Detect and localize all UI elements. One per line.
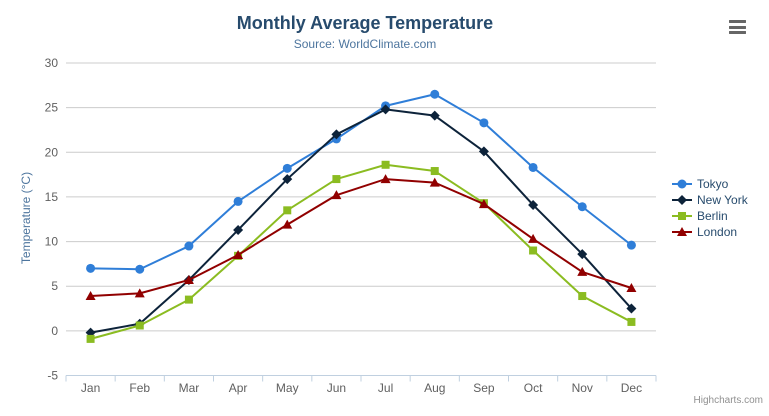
x-axis-label: Jan (81, 381, 100, 395)
data-point-tokyo-Aug[interactable] (430, 89, 440, 99)
data-point-london-May[interactable] (282, 219, 293, 229)
data-point-london-Nov[interactable] (577, 266, 588, 276)
data-point-tokyo-Sep[interactable] (479, 118, 489, 128)
data-point-berlin-May[interactable] (283, 206, 292, 215)
hamburger-menu-icon[interactable] (728, 18, 750, 36)
data-point-london-Mar[interactable] (183, 274, 194, 284)
legend-item-london[interactable]: London (671, 224, 748, 240)
legend-item-tokyo[interactable]: Tokyo (671, 176, 748, 192)
y-axis-label: 25 (45, 101, 59, 115)
data-point-new-york-Nov[interactable] (577, 249, 588, 260)
y-axis-label: 30 (45, 56, 59, 70)
data-point-new-york-Dec[interactable] (626, 303, 637, 314)
legend: Tokyo New York Berlin London (671, 176, 748, 240)
data-point-new-york-May[interactable] (282, 174, 293, 185)
legend-item-berlin[interactable]: Berlin (671, 208, 748, 224)
x-axis-label: Nov (572, 381, 593, 395)
x-axis-label: Dec (621, 381, 642, 395)
data-point-berlin-Nov[interactable] (578, 292, 587, 301)
data-point-london-Oct[interactable] (528, 233, 539, 243)
legend-label: London (697, 225, 738, 239)
data-point-berlin-Mar[interactable] (184, 295, 193, 304)
y-axis-label: 10 (45, 235, 59, 249)
data-point-new-york-Jun[interactable] (331, 129, 342, 140)
y-axis-label: 0 (51, 324, 58, 338)
legend-item-new-york[interactable]: New York (671, 192, 748, 208)
data-point-london-Aug[interactable] (429, 177, 440, 187)
highcharts-credit[interactable]: Highcharts.com (693, 395, 763, 406)
x-axis-label: May (276, 381, 299, 395)
legend-label: Tokyo (697, 177, 729, 191)
data-point-tokyo-May[interactable] (282, 163, 292, 173)
y-axis-label: 15 (45, 190, 59, 204)
data-point-tokyo-Apr[interactable] (233, 196, 243, 206)
x-axis-label: Jul (378, 381, 393, 395)
x-axis-label: Jun (327, 381, 346, 395)
data-point-tokyo-Oct[interactable] (528, 162, 538, 172)
data-point-new-york-Sep[interactable] (478, 146, 489, 157)
x-axis-label: Apr (229, 381, 248, 395)
x-axis-label: Mar (179, 381, 200, 395)
y-axis-title: Temperature (°C) (19, 171, 33, 265)
legend-marker-diamond-icon (672, 195, 692, 205)
data-point-tokyo-Dec[interactable] (626, 240, 636, 250)
legend-marker-triangle-icon (672, 227, 692, 236)
data-point-tokyo-Nov[interactable] (577, 202, 587, 212)
data-point-berlin-Jun[interactable] (332, 175, 341, 184)
data-point-new-york-Apr[interactable] (233, 224, 244, 235)
menu-bar (729, 25, 746, 29)
data-point-berlin-Oct[interactable] (529, 246, 538, 255)
data-point-tokyo-Mar[interactable] (184, 241, 194, 251)
series-line-new-york (89, 108, 633, 334)
x-axis-label: Aug (424, 381, 445, 395)
data-point-tokyo-Feb[interactable] (135, 264, 145, 274)
x-axis-label: Feb (129, 381, 150, 395)
legend-marker-circle-icon (672, 179, 692, 189)
data-point-london-Jun[interactable] (331, 190, 342, 200)
data-point-london-Apr[interactable] (233, 249, 244, 259)
series-line-tokyo (89, 93, 633, 271)
legend-marker-square-icon (672, 212, 692, 220)
data-point-new-york-Jul[interactable] (380, 104, 391, 115)
legend-symbol-berlin (678, 212, 686, 220)
data-point-berlin-Dec[interactable] (627, 317, 636, 326)
legend-label: Berlin (697, 209, 728, 223)
data-point-berlin-Jul[interactable] (381, 160, 390, 169)
legend-symbol-tokyo (677, 179, 687, 189)
data-point-berlin-Jan[interactable] (86, 334, 95, 343)
legend-symbol-new-york (677, 195, 687, 205)
y-axis-label: 5 (51, 279, 58, 293)
data-point-london-Dec[interactable] (626, 283, 637, 292)
chart-subtitle: Source: WorldClimate.com (293, 37, 437, 51)
chart-title: Monthly Average Temperature (236, 13, 494, 33)
menu-bar (729, 20, 746, 23)
data-point-london-Jul[interactable] (380, 174, 391, 184)
y-axis-label: 20 (45, 145, 59, 159)
series-line-london (89, 178, 633, 298)
data-point-berlin-Aug[interactable] (430, 167, 439, 176)
x-axis-label: Sep (473, 381, 495, 395)
legend-label: New York (697, 193, 748, 207)
data-point-london-Jan[interactable] (85, 291, 96, 301)
data-point-new-york-Oct[interactable] (528, 199, 539, 210)
data-point-berlin-Feb[interactable] (135, 321, 144, 330)
x-axis-label: Oct (524, 381, 543, 395)
data-point-london-Sep[interactable] (478, 199, 489, 209)
y-axis-label: -5 (47, 369, 58, 383)
data-point-new-york-Aug[interactable] (429, 110, 440, 121)
menu-bar (729, 31, 746, 34)
data-point-london-Feb[interactable] (134, 288, 145, 298)
data-point-tokyo-Jan[interactable] (86, 263, 96, 273)
series-line-berlin (89, 163, 633, 340)
legend-symbol-london (677, 227, 687, 236)
